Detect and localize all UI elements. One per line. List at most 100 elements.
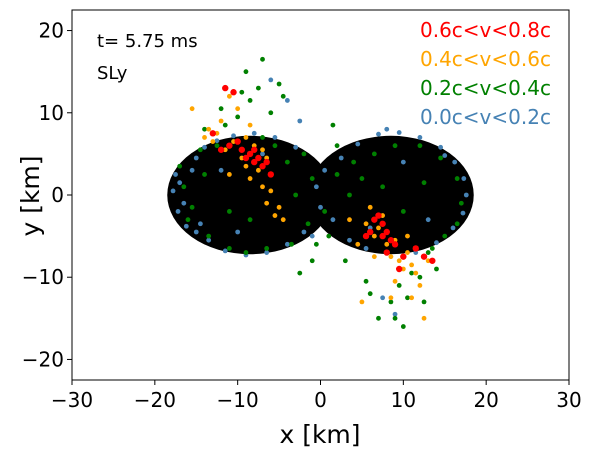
legend-entry: 0.6c<v<0.8c xyxy=(420,18,551,42)
point-series-2 xyxy=(347,217,352,223)
point-series-3 xyxy=(371,216,378,223)
point-series-2 xyxy=(272,213,278,218)
neutron-star-body xyxy=(167,135,474,255)
point-series-0 xyxy=(330,217,336,223)
point-series-0 xyxy=(434,240,439,246)
x-tick-label: 0 xyxy=(314,388,327,412)
point-series-2 xyxy=(388,254,394,260)
point-series-2 xyxy=(371,233,377,239)
point-series-3 xyxy=(400,253,407,260)
point-series-1 xyxy=(417,143,423,149)
point-series-3 xyxy=(251,146,258,153)
point-series-2 xyxy=(206,126,212,132)
point-series-0 xyxy=(214,138,220,144)
point-series-0 xyxy=(461,176,467,181)
point-series-1 xyxy=(380,184,386,190)
scatter-points xyxy=(170,56,469,329)
x-tick-label: −10 xyxy=(217,388,259,412)
point-series-0 xyxy=(197,221,203,227)
point-series-3 xyxy=(387,237,395,244)
point-series-1 xyxy=(214,143,220,149)
point-series-0 xyxy=(218,167,224,173)
point-series-0 xyxy=(438,144,444,150)
point-series-2 xyxy=(255,167,261,173)
point-series-2 xyxy=(363,221,369,227)
point-series-1 xyxy=(218,106,224,112)
point-series-0 xyxy=(202,144,207,150)
point-series-1 xyxy=(189,204,195,210)
point-series-1 xyxy=(226,246,232,251)
point-series-1 xyxy=(309,258,315,264)
legend: 0.6c<v<0.8c 0.4c<v<0.6c 0.2c<v<0.4c 0.0c<v<… xyxy=(420,18,551,129)
point-series-2 xyxy=(247,122,253,128)
point-series-1 xyxy=(313,241,319,247)
point-series-0 xyxy=(442,153,448,158)
point-series-1 xyxy=(276,81,282,87)
point-series-1 xyxy=(177,163,183,169)
point-series-1 xyxy=(260,56,265,62)
y-tick-label: 20 xyxy=(39,19,64,43)
point-series-1 xyxy=(255,85,261,91)
point-series-3 xyxy=(222,84,229,92)
body-lobe-1 xyxy=(308,135,474,255)
x-tick-label: 10 xyxy=(391,388,416,412)
point-series-2 xyxy=(243,135,249,140)
point-series-2 xyxy=(367,204,373,210)
point-series-1 xyxy=(309,176,315,181)
point-series-0 xyxy=(268,77,274,83)
point-series-3 xyxy=(379,232,386,240)
point-series-0 xyxy=(318,204,323,210)
point-series-0 xyxy=(355,141,361,147)
point-series-1 xyxy=(392,143,398,149)
point-series-2 xyxy=(280,217,286,223)
point-series-2 xyxy=(388,295,394,301)
point-series-2 xyxy=(189,106,195,112)
point-series-1 xyxy=(421,299,427,305)
point-series-0 xyxy=(452,159,458,165)
point-series-2 xyxy=(396,258,402,264)
point-series-0 xyxy=(231,133,236,139)
point-series-0 xyxy=(175,209,181,214)
point-series-0 xyxy=(301,229,307,235)
point-series-1 xyxy=(305,221,311,227)
point-series-2 xyxy=(226,172,232,177)
legend-entry: 0.4c<v<0.6c xyxy=(420,47,551,71)
point-series-2 xyxy=(355,241,361,247)
point-series-0 xyxy=(338,155,344,161)
point-series-0 xyxy=(392,311,398,317)
point-series-3 xyxy=(383,228,390,236)
x-tick-label: 30 xyxy=(556,388,581,412)
point-series-1 xyxy=(206,233,212,239)
point-series-1 xyxy=(247,217,253,223)
point-series-0 xyxy=(313,184,319,190)
point-series-1 xyxy=(442,233,448,239)
point-series-3 xyxy=(259,163,266,170)
point-series-1 xyxy=(438,155,444,161)
point-series-0 xyxy=(193,229,199,235)
point-series-1 xyxy=(351,159,357,165)
point-series-0 xyxy=(284,98,290,103)
point-series-0 xyxy=(173,172,178,177)
point-series-3 xyxy=(367,228,374,236)
point-series-3 xyxy=(383,249,390,256)
x-axis-ticks: −30 −20 −10 0 10 20 30 xyxy=(51,380,582,412)
point-series-3 xyxy=(255,154,262,162)
point-series-2 xyxy=(235,106,241,112)
point-series-0 xyxy=(260,151,265,157)
point-series-1 xyxy=(434,266,439,272)
point-series-2 xyxy=(384,241,390,247)
point-series-1 xyxy=(185,217,191,223)
eos-annotation: SLy xyxy=(97,63,128,84)
point-series-1 xyxy=(405,295,410,301)
point-series-1 xyxy=(247,98,253,103)
point-series-0 xyxy=(284,241,290,247)
point-series-3 xyxy=(395,265,403,273)
point-series-1 xyxy=(363,278,369,284)
point-series-1 xyxy=(322,209,328,214)
point-series-2 xyxy=(260,184,265,190)
point-series-1 xyxy=(268,110,274,116)
point-series-0 xyxy=(264,250,270,255)
point-series-1 xyxy=(243,69,249,75)
point-series-3 xyxy=(429,257,436,264)
